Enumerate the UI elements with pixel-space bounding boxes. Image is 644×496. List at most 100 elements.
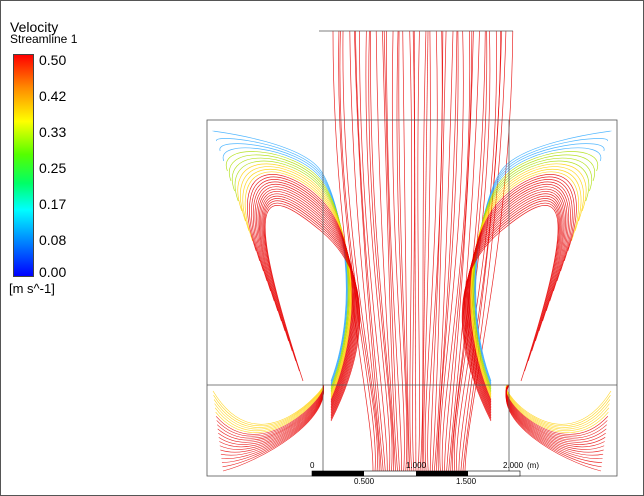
scale-label-3: 0.500 xyxy=(354,477,375,486)
streamline xyxy=(375,30,396,472)
streamline xyxy=(237,163,351,394)
streamline xyxy=(466,188,566,410)
legend-title: Velocity xyxy=(10,19,59,35)
streamline xyxy=(365,30,391,472)
legend-subtitle: Streamline 1 xyxy=(10,32,78,46)
streamline xyxy=(228,154,349,390)
streamline xyxy=(505,384,611,426)
streamline xyxy=(419,30,427,472)
streamline xyxy=(222,384,324,468)
streamline xyxy=(463,198,561,417)
streamline xyxy=(262,198,359,417)
streamline xyxy=(261,195,358,415)
streamline xyxy=(396,30,408,472)
streamline xyxy=(215,384,324,433)
streamline xyxy=(386,30,402,472)
legend-tick-3: 0.25 xyxy=(39,160,67,176)
streamline xyxy=(242,168,352,398)
streamline xyxy=(471,166,584,396)
streamline xyxy=(219,143,348,385)
streamline xyxy=(231,157,350,391)
streamline xyxy=(467,181,571,406)
streamline xyxy=(391,30,405,472)
streamline xyxy=(423,30,431,472)
streamline xyxy=(431,30,447,472)
streamline xyxy=(506,384,603,459)
streamline xyxy=(474,138,608,383)
streamline xyxy=(222,147,348,386)
streamline xyxy=(470,169,582,398)
streamline xyxy=(214,384,324,432)
streamline xyxy=(342,30,380,472)
scale-label-0: 0 xyxy=(310,461,315,470)
streamline xyxy=(370,30,394,472)
scale-bar: 0 1.000 2.000 (m) 0.500 1.500 xyxy=(310,461,539,486)
streamline xyxy=(468,179,573,404)
streamline xyxy=(436,30,458,472)
scale-label-unit: (m) xyxy=(527,461,539,470)
streamline xyxy=(464,195,563,415)
streamline xyxy=(263,200,359,418)
streamline xyxy=(470,171,579,399)
streamline xyxy=(460,30,502,472)
streamline xyxy=(441,30,471,472)
streamline xyxy=(354,30,386,472)
streamline xyxy=(354,30,384,472)
legend-tick-2: 0.33 xyxy=(39,124,67,140)
streamline xyxy=(260,193,358,414)
streamline xyxy=(218,384,324,443)
streamline xyxy=(254,183,355,407)
streamline xyxy=(424,30,438,472)
legend-tick-6: 0.00 xyxy=(39,264,67,280)
streamline xyxy=(249,176,354,402)
streamline xyxy=(264,202,360,420)
streamline xyxy=(225,151,349,388)
streamline xyxy=(409,30,413,472)
scale-label-4: 1.500 xyxy=(456,477,477,486)
streamlines xyxy=(212,30,612,472)
streamline xyxy=(464,193,564,414)
streamline xyxy=(433,30,454,472)
streamline xyxy=(474,147,602,386)
streamline xyxy=(474,143,605,385)
legend-units: [m s^-1] xyxy=(9,281,55,296)
streamline xyxy=(212,384,324,425)
streamline xyxy=(467,183,570,407)
color-bar xyxy=(13,54,34,277)
scale-label-1: 1.000 xyxy=(406,461,427,470)
streamline xyxy=(466,186,568,409)
streamline xyxy=(469,174,577,401)
streamline xyxy=(461,205,559,422)
legend-tick-0: 0.50 xyxy=(39,52,67,68)
streamline xyxy=(473,154,596,390)
streamline xyxy=(402,30,411,472)
legend-tick-1: 0.42 xyxy=(39,88,67,104)
streamline xyxy=(473,151,599,388)
streamline xyxy=(216,138,348,383)
streamline xyxy=(464,30,514,472)
streamline xyxy=(437,30,459,472)
streamline xyxy=(444,30,473,472)
streamline xyxy=(506,384,605,448)
streamline xyxy=(234,160,350,393)
streamline xyxy=(429,30,444,472)
streamline xyxy=(240,166,351,396)
legend-tick-5: 0.08 xyxy=(39,232,67,248)
streamline xyxy=(462,30,507,472)
streamline xyxy=(368,30,393,472)
legend-tick-4: 0.17 xyxy=(39,196,67,212)
streamline xyxy=(256,186,356,409)
streamline xyxy=(382,30,398,472)
streamline xyxy=(252,181,355,406)
streamline xyxy=(465,191,565,412)
streamline xyxy=(212,130,347,382)
scale-label-2: 2.000 xyxy=(503,461,524,470)
streamline xyxy=(244,171,352,399)
streamline xyxy=(439,30,464,472)
streamline xyxy=(462,202,560,420)
streamline xyxy=(468,176,575,402)
streamline xyxy=(471,163,587,394)
streamline xyxy=(349,30,382,472)
